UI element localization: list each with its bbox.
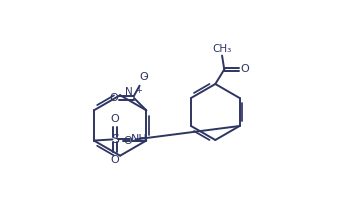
Text: O: O: [111, 114, 120, 124]
Text: O: O: [110, 93, 118, 103]
Text: NH: NH: [131, 134, 148, 144]
Text: CH₃: CH₃: [212, 44, 232, 54]
Text: O: O: [140, 72, 148, 82]
Text: N: N: [125, 87, 133, 97]
Text: O: O: [111, 155, 120, 165]
Text: O: O: [240, 65, 249, 74]
Text: -: -: [144, 71, 147, 81]
Text: +: +: [135, 86, 142, 95]
Text: S: S: [111, 133, 119, 146]
Text: O: O: [123, 136, 132, 146]
